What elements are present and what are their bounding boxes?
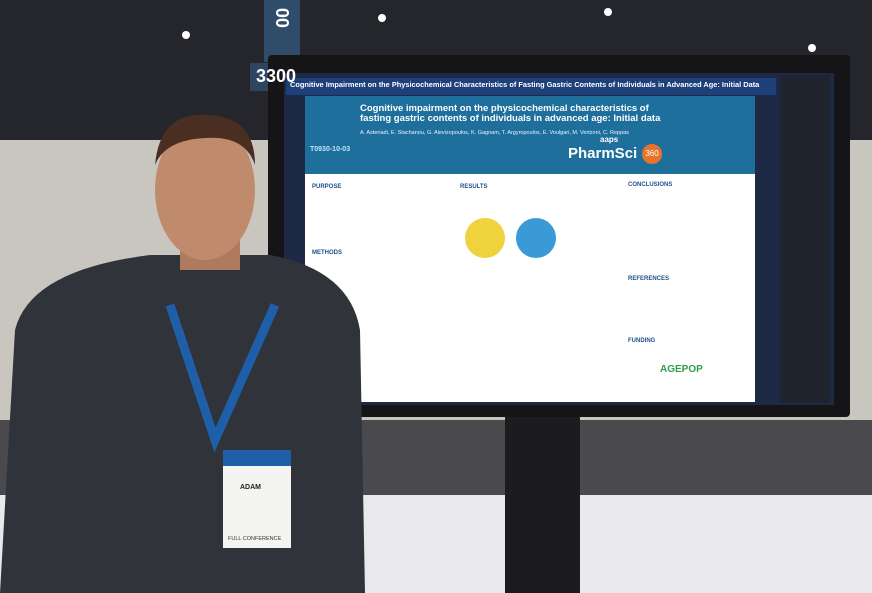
pillar-sign (264, 0, 300, 62)
poster-brand: aaps (600, 135, 619, 144)
monitor-stand (505, 410, 580, 593)
ceiling-light (604, 8, 612, 16)
ceiling-light (808, 44, 816, 52)
ceiling-light (378, 14, 386, 22)
booth-number: 3300 (256, 66, 297, 86)
section-heading: PURPOSE (312, 184, 342, 190)
screen-title-bar (286, 78, 776, 95)
screen-sidebar (780, 75, 830, 403)
poster-header (305, 96, 755, 174)
section-heading: METHODS (312, 250, 342, 256)
badge (223, 450, 291, 548)
poster-title: Cognitive impairment on the physicochemi… (360, 103, 661, 125)
section-heading: FUNDING (628, 338, 656, 344)
person-jacket (0, 255, 365, 593)
badge-name: ADAM (240, 484, 261, 491)
section-heading: CONCLUSIONS (628, 182, 673, 188)
section-heading: REFERENCES (628, 276, 670, 282)
poster-body (305, 174, 755, 402)
funder-logo: AGEPOP (660, 364, 703, 375)
section-heading: RESULTS (460, 184, 488, 190)
person-face (155, 120, 255, 260)
badge-pass: FULL CONFERENCE (228, 536, 282, 542)
poster-code: T0930-10-03 (310, 146, 351, 153)
badge-header (223, 450, 291, 466)
pie-chart (516, 218, 556, 258)
lanyard (165, 303, 280, 453)
pie-chart (465, 218, 505, 258)
ceiling-light (182, 31, 190, 39)
poster-authors: A. Asteriadi, E. Stachanou, G. Alevizopo… (360, 130, 629, 136)
person-hair (155, 114, 255, 165)
screen-title: Cognitive Impairment on the Physicochemi… (290, 81, 760, 89)
poster-event: PharmSci (568, 145, 638, 162)
pillar-number: 00 (271, 7, 292, 28)
poster-event-number: 360 (642, 144, 662, 164)
